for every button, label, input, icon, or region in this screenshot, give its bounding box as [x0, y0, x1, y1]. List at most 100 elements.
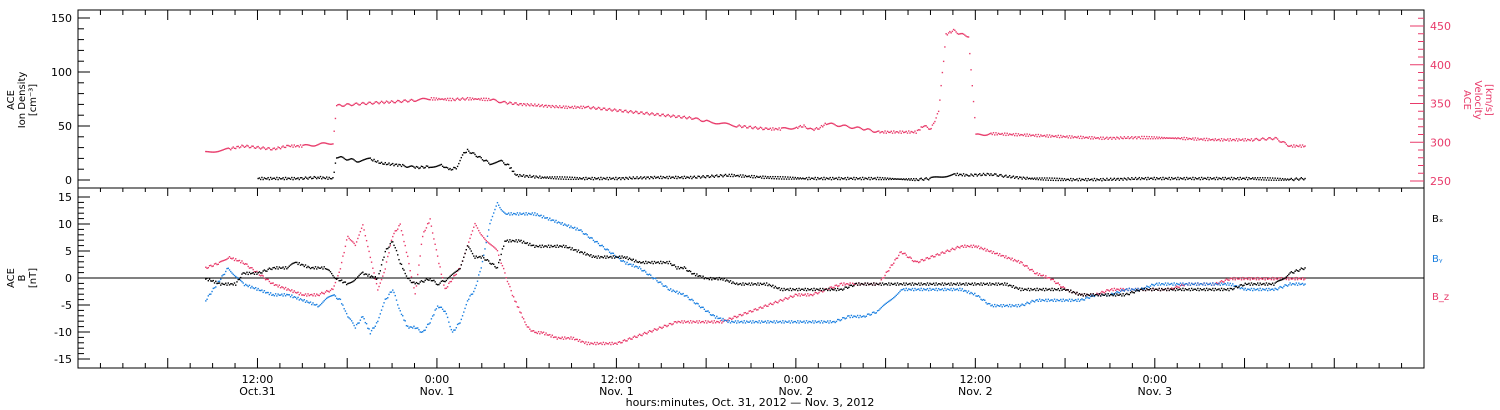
bx-series-point — [934, 284, 936, 286]
velocity-series-point — [1184, 138, 1187, 141]
velocity-series-point — [291, 144, 293, 146]
by-series-point — [955, 288, 957, 291]
density-series-point — [385, 163, 388, 166]
density-series-point — [1242, 177, 1244, 179]
bz-series-point — [910, 257, 912, 259]
density-series-point — [1033, 177, 1036, 179]
bz-series-point — [835, 284, 838, 286]
bx-series-point — [485, 259, 487, 261]
bx-series-point — [1096, 293, 1098, 296]
velocity-series-point — [760, 127, 763, 129]
density-series-point — [547, 177, 550, 179]
velocity-series-point — [272, 147, 274, 150]
velocity-series-point — [881, 130, 884, 133]
bz-series-point — [445, 287, 448, 289]
density-series-point — [758, 176, 760, 178]
by-series-point — [1133, 289, 1136, 291]
bz-series-point — [354, 244, 357, 247]
density-series-point — [838, 176, 840, 179]
bx-series-point — [747, 283, 749, 286]
bz-series-point — [536, 332, 539, 335]
density-series-point — [712, 175, 714, 177]
bx-series-point — [1071, 291, 1073, 294]
velocity-series-point — [1263, 137, 1265, 140]
density-series-point — [395, 163, 398, 165]
density-series-point — [871, 178, 874, 180]
bx-series-point — [601, 256, 603, 258]
velocity-series-point — [449, 97, 451, 100]
bz-series-point — [267, 278, 269, 281]
bz-series-point — [1242, 276, 1244, 279]
bx-series-point — [476, 256, 479, 259]
bx-series-point — [1185, 288, 1188, 291]
bx-series-point — [1128, 293, 1131, 296]
velocity-series-point — [1022, 134, 1025, 137]
by-series-point — [1025, 303, 1027, 305]
density-series-point — [368, 157, 370, 159]
by-series-point — [362, 316, 364, 318]
by-series-point — [384, 298, 386, 300]
by-series-point — [977, 295, 980, 297]
density-series-point — [389, 164, 391, 166]
bz-series-point — [1123, 289, 1126, 291]
bx-series-point — [886, 284, 889, 286]
by-series-point — [502, 211, 505, 213]
velocity-series-point — [576, 106, 578, 108]
bx-series-point — [979, 284, 981, 286]
by-series-point — [829, 320, 831, 322]
velocity-series-point — [1086, 136, 1088, 139]
velocity-series-point — [814, 128, 816, 130]
by-series-point — [763, 321, 765, 323]
bx-series-point — [908, 283, 910, 285]
velocity-series-point — [222, 149, 224, 151]
velocity-series-point — [253, 147, 256, 149]
by-series-point — [689, 299, 692, 301]
bz-series-point — [438, 262, 440, 265]
density-series-point — [444, 166, 446, 169]
bz-series-point — [509, 285, 511, 288]
bz-series-point — [231, 258, 233, 260]
bz-series-point — [942, 252, 945, 254]
velocity-series-point — [1087, 137, 1089, 139]
bx-series-point — [1133, 292, 1136, 294]
by-series-point — [673, 290, 676, 293]
bx-series-point — [732, 281, 734, 283]
bx-series-point — [1057, 287, 1059, 290]
bx-series-point — [309, 267, 312, 270]
velocity-series-point — [298, 146, 300, 148]
bx-series-point — [808, 289, 810, 291]
by-series-point — [779, 320, 782, 323]
velocity-series-point — [228, 147, 231, 150]
bz-series-point — [504, 272, 506, 274]
bz-series-point — [908, 256, 910, 259]
bx-series-point — [1123, 295, 1126, 297]
bz-series-point — [1027, 267, 1030, 269]
bz-series-point — [838, 285, 840, 287]
by-series-point — [800, 321, 803, 323]
bx-series-point — [1172, 289, 1174, 291]
density-series-point — [881, 177, 884, 179]
bx-series-point — [473, 255, 475, 257]
density-series-point — [1157, 178, 1159, 180]
density-series-point — [340, 156, 343, 158]
bz-series-point — [1102, 291, 1104, 293]
by-series-point — [741, 320, 743, 323]
by-series-point — [1057, 299, 1059, 302]
bx-series-point — [631, 259, 633, 262]
by-series-point — [713, 314, 716, 317]
density-series-point — [1038, 177, 1041, 179]
by-series-point — [908, 288, 910, 290]
bx-series-point — [465, 248, 467, 251]
by-series-point — [825, 321, 828, 324]
bx-series-point — [728, 281, 730, 283]
bx-series-point — [521, 242, 524, 244]
density-series-point — [303, 177, 305, 180]
bz-series-point — [238, 259, 241, 262]
bx-series-point — [657, 261, 659, 263]
density-series-point — [965, 173, 967, 176]
by-series-point — [484, 248, 486, 250]
density-series-point — [802, 177, 804, 179]
density-series-point — [884, 177, 886, 179]
density-series-point — [1107, 179, 1109, 181]
bz-series-point — [749, 310, 752, 312]
